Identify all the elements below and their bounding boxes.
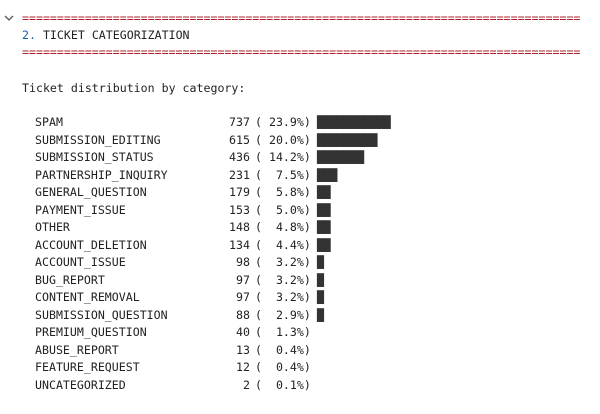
share: ( 20.0%) xyxy=(255,132,311,147)
category-name: SUBMISSION_QUESTION xyxy=(35,307,168,322)
separator: ========================================… xyxy=(22,45,581,59)
share: ( 3.2%) xyxy=(255,290,311,304)
category-name: SUBMISSION_STATUS xyxy=(35,150,154,164)
category-name: PARTNERSHIP_INQUIRY xyxy=(35,167,168,182)
bar: █ xyxy=(317,307,324,322)
count: 148 xyxy=(229,220,250,234)
share: ( 14.2%) xyxy=(255,150,311,164)
count: 134 xyxy=(229,237,250,252)
share: ( 7.5%) xyxy=(255,167,311,182)
heading: 2. TICKET CATEGORIZATION xyxy=(22,28,190,42)
share: ( 0.4%) xyxy=(255,342,311,357)
count: 98 xyxy=(236,255,250,269)
category-name: SUBMISSION_EDITING xyxy=(35,132,161,147)
share: ( 23.9%) xyxy=(255,115,311,129)
share: ( 3.2%) xyxy=(255,272,311,287)
bar: █████████ xyxy=(317,132,378,147)
category-name: BUG_REPORT xyxy=(35,272,105,287)
share: ( 2.9%) xyxy=(255,307,311,322)
count: 615 xyxy=(229,132,250,147)
count: 2 xyxy=(243,377,250,392)
share: ( 5.8%) xyxy=(255,185,311,199)
share: ( 4.8%) xyxy=(255,220,311,234)
count: 40 xyxy=(236,325,250,339)
share: ( 5.0%) xyxy=(255,202,311,217)
share: ( 4.4%) xyxy=(255,237,311,252)
category-name: FEATURE_REQUEST xyxy=(35,360,140,374)
category-name: ACCOUNT_DELETION xyxy=(35,237,147,252)
count: 13 xyxy=(236,342,250,357)
count: 436 xyxy=(229,150,250,164)
bar: █ xyxy=(317,255,324,269)
separator: ========================================… xyxy=(22,11,581,25)
bar: █ xyxy=(317,272,324,287)
count: 153 xyxy=(229,202,250,217)
category-name: OTHER xyxy=(35,220,70,234)
share: ( 3.2%) xyxy=(255,255,311,269)
share: ( 0.4%) xyxy=(255,360,311,374)
bar: ███████████ xyxy=(317,115,391,129)
count: 97 xyxy=(236,272,250,287)
bar: ██ xyxy=(317,220,331,234)
bar: ███████ xyxy=(317,150,364,164)
bar: ███ xyxy=(317,167,338,182)
bar: ██ xyxy=(317,185,331,199)
heading-title: TICKET CATEGORIZATION xyxy=(42,28,190,42)
category-name: ABUSE_REPORT xyxy=(35,342,119,357)
category-name: SPAM xyxy=(35,115,63,129)
count: 179 xyxy=(229,185,250,199)
category-name: PAYMENT_ISSUE xyxy=(35,202,126,217)
collapse-toggle[interactable] xyxy=(4,13,14,23)
heading-number: 2. xyxy=(22,28,36,42)
category-name: CONTENT_REMOVAL xyxy=(35,290,140,304)
count: 231 xyxy=(229,167,250,182)
count: 88 xyxy=(236,307,250,322)
count: 12 xyxy=(236,360,250,374)
category-name: GENERAL_QUESTION xyxy=(35,185,147,199)
share: ( 0.1%) xyxy=(255,377,311,392)
share: ( 1.3%) xyxy=(255,325,311,339)
bar: █ xyxy=(317,290,324,304)
category-name: ACCOUNT_ISSUE xyxy=(35,255,126,269)
bar: ██ xyxy=(317,237,331,252)
count: 737 xyxy=(229,115,250,129)
caption: Ticket distribution by category: xyxy=(22,81,246,95)
bar: ██ xyxy=(317,202,331,217)
category-name: PREMIUM_QUESTION xyxy=(35,325,147,339)
category-name: UNCATEGORIZED xyxy=(35,377,126,392)
count: 97 xyxy=(236,290,250,304)
